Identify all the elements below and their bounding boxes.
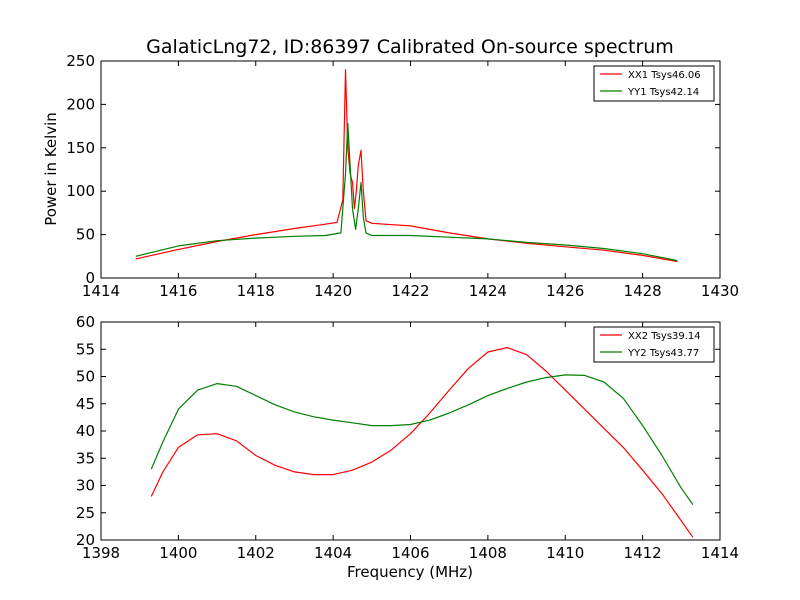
bottom-plot-frame (100, 321, 721, 541)
y-tick-label: 30 (76, 477, 95, 495)
legend-label-yy2: YY2 Tsys43.77 (627, 348, 699, 359)
y-tick-label: 45 (76, 395, 95, 413)
top-plot-ticks: 1414 1416 1418 1420 1422 1424 1426 1428 1430 0 50 1… (66, 52, 739, 300)
x-tick-label: 1422 (391, 282, 429, 300)
x-tick-label: 1412 (624, 544, 662, 562)
bottom-plot: 1398 1400 1402 1404 1406 1408 1410 1412 1414 20 25… (76, 313, 739, 581)
x-tick-label: 1414 (82, 282, 120, 300)
x-tick-label: 1416 (159, 282, 197, 300)
y-tick-label: 20 (76, 531, 95, 549)
x-tick-label: 1408 (469, 544, 507, 562)
chart-title: GalaticLng72, ID:86397 Calibrated On-sou… (146, 36, 674, 58)
x-tick-label: 1418 (237, 282, 275, 300)
legend-label-xx1: XX1 Tsys46.06 (628, 70, 701, 81)
y-tick-label: 100 (66, 182, 95, 200)
y-tick-label: 25 (76, 504, 95, 522)
legend-label-yy1: YY1 Tsys42.14 (627, 87, 699, 98)
y-tick-label: 150 (66, 139, 95, 157)
x-tick-label: 1398 (82, 544, 120, 562)
top-plot-series-group (135, 69, 678, 263)
y-tick-label: 50 (76, 368, 95, 386)
y-tick-label: 55 (76, 340, 95, 358)
x-tick-label: 1410 (546, 544, 584, 562)
y-tick-label: 35 (76, 449, 95, 467)
y-tick-label: 40 (76, 422, 95, 440)
bottom-plot-legend: XX2 Tsys39.14 YY2 Tsys43.77 (593, 326, 715, 363)
top-plot-frame (100, 60, 721, 279)
y-tick-label: 0 (85, 269, 95, 287)
y-tick-label: 250 (66, 52, 95, 70)
bottom-plot-ticks: 1398 1400 1402 1404 1406 1408 1410 1412 1414 20 25… (76, 313, 739, 562)
top-plot-legend-box (593, 65, 715, 102)
x-tick-label: 1420 (314, 282, 352, 300)
bottom-plot-series-group (150, 347, 694, 538)
series-line-yy1 (135, 122, 678, 262)
x-tick-label: 1404 (314, 544, 352, 562)
y-tick-label: 50 (76, 226, 95, 244)
x-tick-label: 1406 (391, 544, 429, 562)
y-tick-label: 60 (76, 313, 95, 331)
x-tick-label: 1426 (546, 282, 584, 300)
top-plot-y-axis-label: Power in Kelvin (42, 112, 60, 226)
x-tick-label: 1430 (701, 282, 739, 300)
top-plot: 1414 1416 1418 1420 1422 1424 1426 1428 1430 0 50 1… (42, 52, 739, 300)
x-tick-label: 1400 (159, 544, 197, 562)
top-plot-legend: XX1 Tsys46.06 YY1 Tsys42.14 (593, 65, 715, 102)
bottom-plot-x-axis-label: Frequency (MHz) (347, 563, 473, 581)
series-line-xx2 (150, 347, 694, 538)
y-tick-label: 200 (66, 95, 95, 113)
x-tick-label: 1414 (701, 544, 739, 562)
x-tick-label: 1402 (237, 544, 275, 562)
x-tick-label: 1428 (624, 282, 662, 300)
bottom-plot-legend-box (593, 326, 715, 363)
legend-label-xx2: XX2 Tsys39.14 (628, 331, 701, 342)
series-line-yy2 (150, 374, 694, 505)
x-tick-label: 1424 (469, 282, 507, 300)
